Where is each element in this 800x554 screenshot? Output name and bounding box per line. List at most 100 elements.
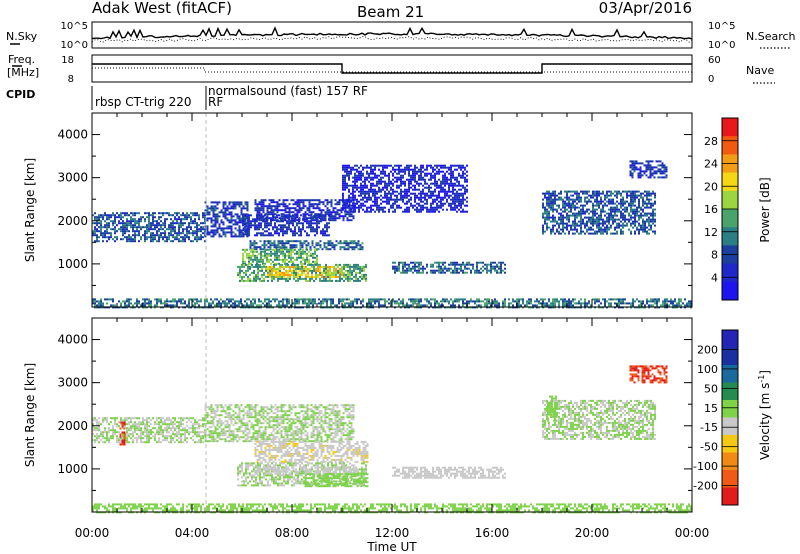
scatter-cell bbox=[434, 180, 436, 183]
scatter-cell bbox=[360, 172, 362, 175]
scatter-cell bbox=[630, 202, 632, 205]
scatter-cell bbox=[572, 228, 574, 231]
scatter-cell bbox=[576, 206, 578, 209]
scatter-cell bbox=[346, 302, 348, 305]
scatter-cell bbox=[616, 226, 618, 229]
scatter-cell bbox=[330, 302, 332, 305]
scatter-cell bbox=[319, 279, 321, 282]
scatter-cell bbox=[110, 298, 112, 301]
scatter-cell bbox=[448, 178, 450, 181]
scatter-cell bbox=[626, 196, 628, 199]
scatter-cell bbox=[430, 164, 432, 167]
scatter-cell bbox=[424, 304, 426, 307]
scatter-cell bbox=[562, 220, 564, 223]
scatter-cell bbox=[364, 166, 366, 169]
scatter-cell bbox=[446, 194, 448, 197]
scatter-cell bbox=[295, 263, 297, 266]
scatter-cell bbox=[406, 178, 408, 181]
scatter-cell bbox=[466, 164, 468, 167]
scatter-cell bbox=[424, 168, 426, 171]
scatter-cell bbox=[586, 210, 588, 213]
scatter-cell bbox=[356, 168, 358, 171]
scatter-cell bbox=[348, 184, 350, 187]
scatter-cell bbox=[654, 230, 656, 233]
scatter-cell bbox=[243, 265, 245, 268]
scatter-cell bbox=[138, 230, 140, 233]
scatter-cell bbox=[558, 226, 560, 229]
scatter-cell bbox=[460, 164, 462, 167]
scatter-cell bbox=[542, 204, 544, 207]
scatter-cell bbox=[384, 300, 386, 303]
scatter-cell bbox=[164, 302, 166, 305]
scatter-cell bbox=[208, 302, 210, 305]
scatter-cell bbox=[240, 231, 243, 234]
scatter-cell bbox=[376, 300, 378, 303]
scatter-cell bbox=[272, 234, 274, 237]
scatter-cell bbox=[633, 166, 636, 169]
scatter-cell bbox=[170, 300, 172, 303]
scatter-cell bbox=[364, 186, 366, 189]
scatter-cell bbox=[390, 170, 392, 173]
scatter-cell bbox=[448, 263, 450, 266]
scatter-cell bbox=[546, 208, 548, 211]
scatter-cell bbox=[380, 180, 382, 183]
scatter-cell bbox=[458, 166, 460, 169]
scatter-cell bbox=[398, 269, 400, 272]
scatter-cell bbox=[278, 203, 281, 206]
scatter-cell bbox=[188, 236, 190, 239]
scatter-cell bbox=[280, 219, 283, 222]
scatter-cell bbox=[624, 208, 626, 211]
scatter-cell bbox=[628, 204, 630, 207]
scatter-cell bbox=[638, 194, 640, 197]
scatter-cell bbox=[170, 224, 172, 227]
scatter-cell bbox=[438, 190, 440, 193]
scatter-cell bbox=[376, 164, 378, 167]
scatter-cell bbox=[268, 224, 270, 227]
scatter-cell bbox=[182, 222, 184, 225]
scatter-cell bbox=[260, 250, 262, 253]
scatter-cell bbox=[326, 302, 328, 305]
scatter-cell bbox=[422, 196, 424, 199]
scatter-cell bbox=[661, 170, 664, 173]
scatter-cell bbox=[310, 203, 313, 206]
scatter-cell bbox=[434, 182, 436, 185]
scatter-cell bbox=[130, 222, 132, 225]
scatter-cell bbox=[134, 226, 136, 229]
scatter-cell bbox=[572, 206, 574, 209]
scatter-cell bbox=[341, 272, 343, 274]
scatter-cell bbox=[348, 213, 351, 216]
scatter-cell bbox=[302, 222, 304, 225]
scatter-cell bbox=[432, 208, 434, 211]
scatter-cell bbox=[148, 228, 150, 231]
scatter-cell bbox=[309, 268, 311, 270]
scatter-cell bbox=[347, 273, 349, 276]
scatter-cell bbox=[317, 274, 319, 276]
scatter-cell bbox=[313, 279, 315, 282]
scatter-cell bbox=[262, 254, 264, 257]
scatter-cell bbox=[288, 298, 290, 301]
scatter-cell bbox=[296, 201, 299, 204]
scatter-cell bbox=[642, 222, 644, 225]
scatter-cell bbox=[176, 212, 178, 215]
scatter-cell bbox=[176, 220, 178, 223]
scatter-cell bbox=[616, 208, 618, 211]
scatter-cell bbox=[148, 224, 150, 227]
scatter-cell bbox=[414, 267, 416, 270]
scatter-cell bbox=[228, 207, 231, 210]
scatter-cell bbox=[624, 220, 626, 223]
scatter-cell bbox=[408, 174, 410, 177]
scatter-cell bbox=[414, 261, 416, 264]
scatter-cell bbox=[418, 208, 420, 211]
scatter-cell bbox=[580, 212, 582, 215]
scatter-cell bbox=[242, 207, 245, 210]
scatter-cell bbox=[299, 246, 302, 249]
scatter-cell bbox=[230, 300, 232, 303]
scatter-cell bbox=[416, 210, 418, 213]
scatter-cell bbox=[206, 211, 209, 214]
scatter-cell bbox=[114, 218, 116, 221]
scatter-cell bbox=[458, 271, 460, 274]
scatter-cell bbox=[252, 258, 254, 261]
scatter-cell bbox=[295, 279, 297, 282]
scatter-cell bbox=[253, 269, 255, 272]
scatter-cell bbox=[208, 231, 211, 234]
